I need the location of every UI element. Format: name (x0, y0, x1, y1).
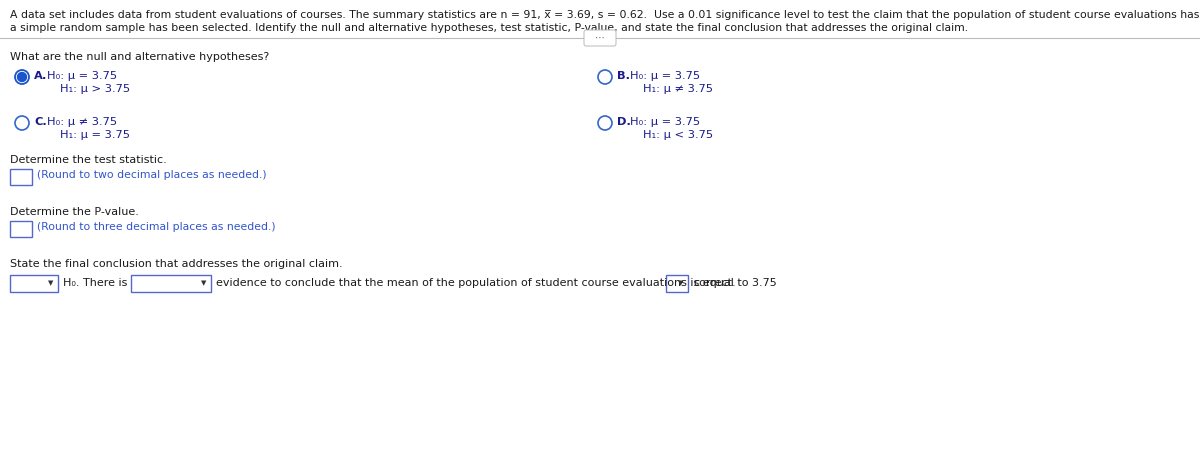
Text: H₁: μ = 3.75: H₁: μ = 3.75 (60, 130, 130, 140)
FancyBboxPatch shape (131, 275, 211, 292)
FancyBboxPatch shape (10, 221, 32, 237)
Text: H₀: μ ≠ 3.75: H₀: μ ≠ 3.75 (47, 117, 118, 127)
Text: H₀: μ = 3.75: H₀: μ = 3.75 (630, 71, 700, 81)
Text: (Round to three decimal places as needed.): (Round to three decimal places as needed… (37, 222, 276, 232)
Text: H₀: μ = 3.75: H₀: μ = 3.75 (47, 71, 118, 81)
FancyBboxPatch shape (10, 169, 32, 185)
Text: What are the null and alternative hypotheses?: What are the null and alternative hypoth… (10, 52, 269, 62)
Text: Determine the P-value.: Determine the P-value. (10, 207, 139, 217)
Text: H₁: μ > 3.75: H₁: μ > 3.75 (60, 84, 130, 94)
Text: D.: D. (617, 117, 631, 127)
Text: State the final conclusion that addresses the original claim.: State the final conclusion that addresse… (10, 259, 343, 269)
FancyBboxPatch shape (10, 275, 58, 292)
Text: H₁: μ < 3.75: H₁: μ < 3.75 (643, 130, 713, 140)
Circle shape (18, 73, 26, 81)
Text: ▼: ▼ (202, 281, 206, 287)
FancyBboxPatch shape (584, 30, 616, 46)
Text: B.: B. (617, 71, 630, 81)
Text: evidence to conclude that the mean of the population of student course evaluatio: evidence to conclude that the mean of th… (216, 278, 776, 288)
Text: Determine the test statistic.: Determine the test statistic. (10, 155, 167, 165)
Text: A data set includes data from student evaluations of courses. The summary statis: A data set includes data from student ev… (10, 10, 1200, 20)
Text: correct.: correct. (694, 278, 736, 288)
Text: ⋯: ⋯ (595, 33, 605, 43)
Text: A.: A. (34, 71, 47, 81)
Text: ▼: ▼ (48, 281, 54, 287)
FancyBboxPatch shape (666, 275, 688, 292)
Text: C.: C. (34, 117, 47, 127)
Text: ▼: ▼ (678, 281, 684, 287)
Text: H₁: μ ≠ 3.75: H₁: μ ≠ 3.75 (643, 84, 713, 94)
Text: (Round to two decimal places as needed.): (Round to two decimal places as needed.) (37, 170, 266, 180)
Text: H₀: μ = 3.75: H₀: μ = 3.75 (630, 117, 700, 127)
Text: H₀. There is: H₀. There is (64, 278, 127, 288)
Text: a simple random sample has been selected. Identify the null and alternative hypo: a simple random sample has been selected… (10, 23, 968, 33)
